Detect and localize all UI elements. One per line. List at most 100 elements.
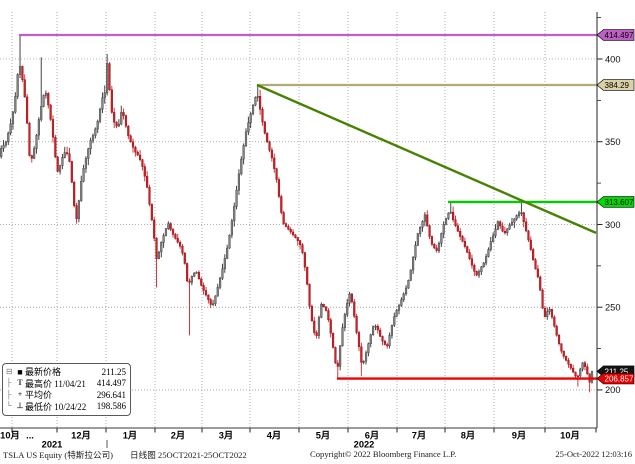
candle-body	[440, 233, 443, 244]
candle-body	[395, 310, 398, 317]
candle-body	[26, 96, 29, 124]
x-axis-month-label: 7月	[412, 431, 426, 441]
candle-body	[473, 264, 476, 272]
candle-body	[350, 293, 353, 303]
candle-body	[404, 287, 408, 295]
candle-body	[153, 219, 156, 239]
x-axis-month-label: 2月	[171, 431, 185, 441]
candle-body	[181, 246, 184, 254]
gridlines-layer	[0, 12, 596, 427]
candle-body	[113, 112, 116, 123]
candle-body	[148, 187, 151, 205]
legend-expander-icon[interactable]: ⊟	[6, 366, 13, 376]
candle-body	[513, 218, 516, 223]
candle-body	[275, 168, 278, 180]
candle-body	[171, 229, 175, 235]
candle-body	[534, 259, 537, 270]
candle-body	[66, 152, 69, 154]
chart-period: 日线图 25OCT2021-25OCT2022	[130, 450, 247, 460]
candle-body	[237, 173, 241, 191]
candle-body	[449, 211, 452, 214]
candle-body	[435, 247, 438, 251]
candle-body	[89, 140, 92, 150]
candle-body	[459, 231, 462, 237]
candle-body	[322, 304, 325, 308]
x-axis-month-label: 3月	[219, 431, 233, 441]
candle-body	[393, 316, 396, 326]
candle-body	[529, 239, 532, 250]
x-axis-month-label: 9月	[512, 431, 526, 441]
y-axis-tick-label: 300	[605, 220, 621, 230]
candle-body	[282, 212, 285, 224]
candle-body	[299, 240, 302, 245]
tree-branch-icon: └	[6, 401, 12, 411]
candle-body	[430, 236, 434, 245]
level-badge-384.29-text: 384.29	[605, 81, 630, 90]
candle-body	[536, 268, 539, 278]
candle-body	[207, 294, 210, 300]
candle-body	[174, 234, 177, 239]
candle-body	[30, 155, 33, 159]
candle-body	[101, 97, 104, 110]
candle-body	[287, 226, 290, 230]
candle-body	[412, 257, 415, 271]
candle-body	[216, 286, 219, 297]
average-marker-icon: +	[17, 389, 23, 399]
candle-body	[475, 271, 478, 276]
candle-body	[428, 225, 431, 237]
candle-body	[179, 242, 182, 247]
candle-body	[386, 344, 389, 347]
candle-body	[115, 121, 118, 127]
candle-body	[259, 96, 262, 110]
candle-body	[489, 241, 492, 250]
legend-label: 平均价	[25, 390, 53, 401]
candles-layer	[0, 35, 594, 393]
candle-body	[346, 302, 349, 315]
candle-body	[266, 132, 269, 143]
candle-body	[294, 234, 297, 238]
candle-body	[14, 96, 17, 113]
candle-body	[510, 222, 514, 226]
candle-body	[334, 347, 337, 364]
candle-body	[381, 336, 384, 342]
candle-body	[164, 228, 168, 236]
candle-body	[58, 165, 62, 172]
candle-body	[131, 141, 135, 148]
candle-body	[562, 350, 565, 357]
candle-body	[557, 335, 561, 344]
candle-body	[138, 154, 142, 160]
candle-body	[586, 366, 589, 375]
y-axis-tick-label: 400	[605, 54, 621, 64]
y-axis-tick-label: 250	[605, 303, 621, 313]
candle-body	[494, 229, 497, 236]
candle-body	[306, 266, 309, 285]
chart-legend: ⊟ ■ 最新价格 211.25 ├ T 最高价 11/04/21 414.497…	[2, 363, 131, 416]
candle-body	[103, 92, 106, 99]
candle-body	[21, 66, 24, 80]
candle-body	[372, 326, 375, 335]
candle-body	[18, 66, 22, 75]
candle-body	[388, 334, 391, 347]
candle-body	[527, 230, 530, 241]
candle-body	[73, 182, 76, 206]
candle-body	[433, 244, 436, 249]
candle-body	[219, 277, 222, 288]
candle-body	[364, 352, 368, 362]
candle-body	[56, 156, 59, 172]
candle-body	[190, 276, 193, 283]
legend-label: 最新价格	[25, 367, 62, 378]
candle-body	[263, 121, 266, 134]
candle-body	[369, 334, 372, 344]
candle-body	[214, 295, 217, 304]
trendline[interactable]	[256, 83, 597, 235]
candle-body	[244, 131, 248, 146]
candle-body	[23, 79, 26, 98]
annotation-lines-layer	[19, 33, 597, 380]
level-badge-206.857	[596, 372, 635, 385]
candle-body	[565, 356, 568, 361]
candle-body	[327, 310, 330, 320]
candle-body	[77, 200, 80, 220]
candle-body	[543, 307, 546, 317]
